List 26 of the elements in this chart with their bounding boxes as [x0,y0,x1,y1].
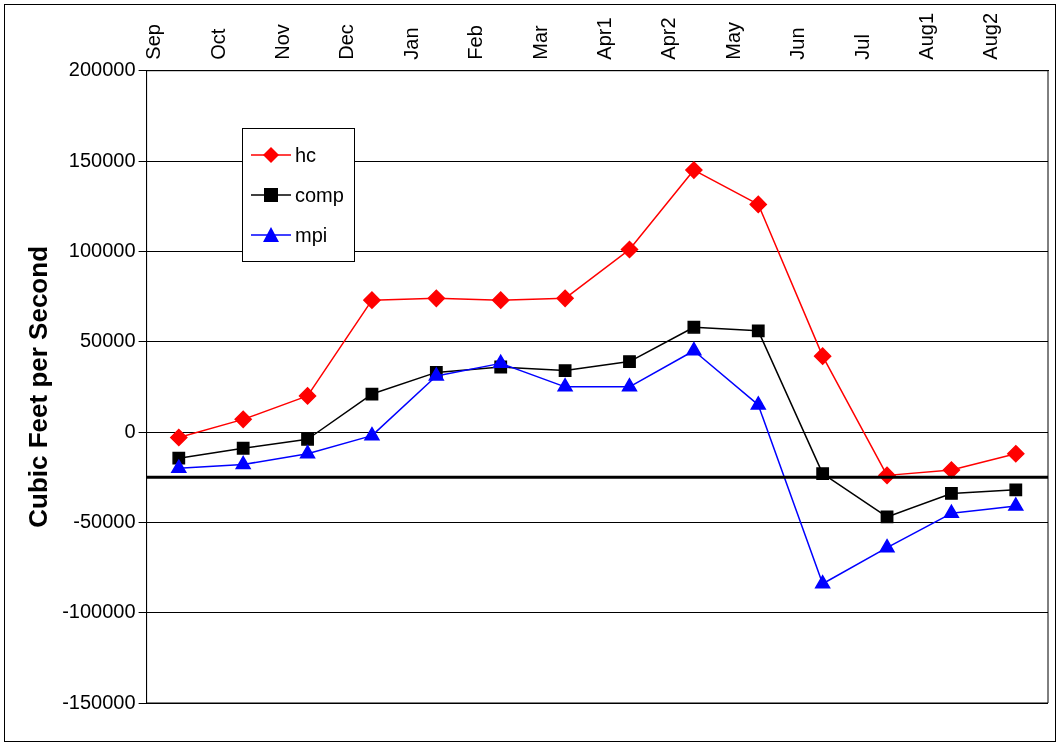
x-tick-label: Oct [206,28,229,60]
x-tick-label: Jan [399,27,422,60]
x-tick-label: Jun [786,27,809,60]
x-tick-label: Nov [271,24,294,60]
y-tick-label: 200000 [68,58,136,81]
x-tick-label: Sep [142,24,165,60]
legend-label: mpi [295,223,328,247]
x-tick-label: May [721,21,744,60]
y-tick-label: -50000 [73,509,136,532]
y-tick-label: -150000 [62,690,136,713]
x-tick-label: Mar [528,24,551,60]
x-tick-label: Aug1 [914,12,937,60]
y-axis-title: Cubic Feet per Second [22,245,53,528]
x-tick-label: Dec [335,24,358,60]
y-tick-label: 0 [124,419,136,442]
y-tick-label: 150000 [68,148,136,171]
legend-label: comp [295,183,344,207]
legend-label: hc [295,143,317,167]
x-tick-label: Aug2 [979,12,1002,60]
y-tick-label: -100000 [62,600,136,623]
x-tick-label: Apr2 [657,17,680,60]
y-tick-label: 100000 [68,238,136,261]
x-tick-label: Feb [464,25,487,60]
x-tick-label: Apr1 [593,17,616,60]
x-tick-label: Jul [850,34,873,60]
y-tick-label: 50000 [79,329,136,352]
